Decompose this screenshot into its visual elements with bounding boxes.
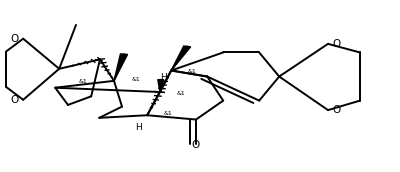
Text: O: O xyxy=(333,39,341,49)
Polygon shape xyxy=(158,80,164,92)
Text: O: O xyxy=(10,95,18,105)
Text: &1: &1 xyxy=(132,77,141,83)
Text: H: H xyxy=(160,73,166,82)
Text: &1: &1 xyxy=(78,79,87,84)
Text: &1: &1 xyxy=(164,111,173,116)
Text: &1: &1 xyxy=(188,69,197,74)
Polygon shape xyxy=(114,54,128,81)
Polygon shape xyxy=(171,46,191,71)
Text: O: O xyxy=(333,105,341,115)
Text: H: H xyxy=(135,123,142,132)
Text: O: O xyxy=(192,140,200,150)
Text: O: O xyxy=(10,34,18,44)
Text: &1: &1 xyxy=(177,91,186,96)
